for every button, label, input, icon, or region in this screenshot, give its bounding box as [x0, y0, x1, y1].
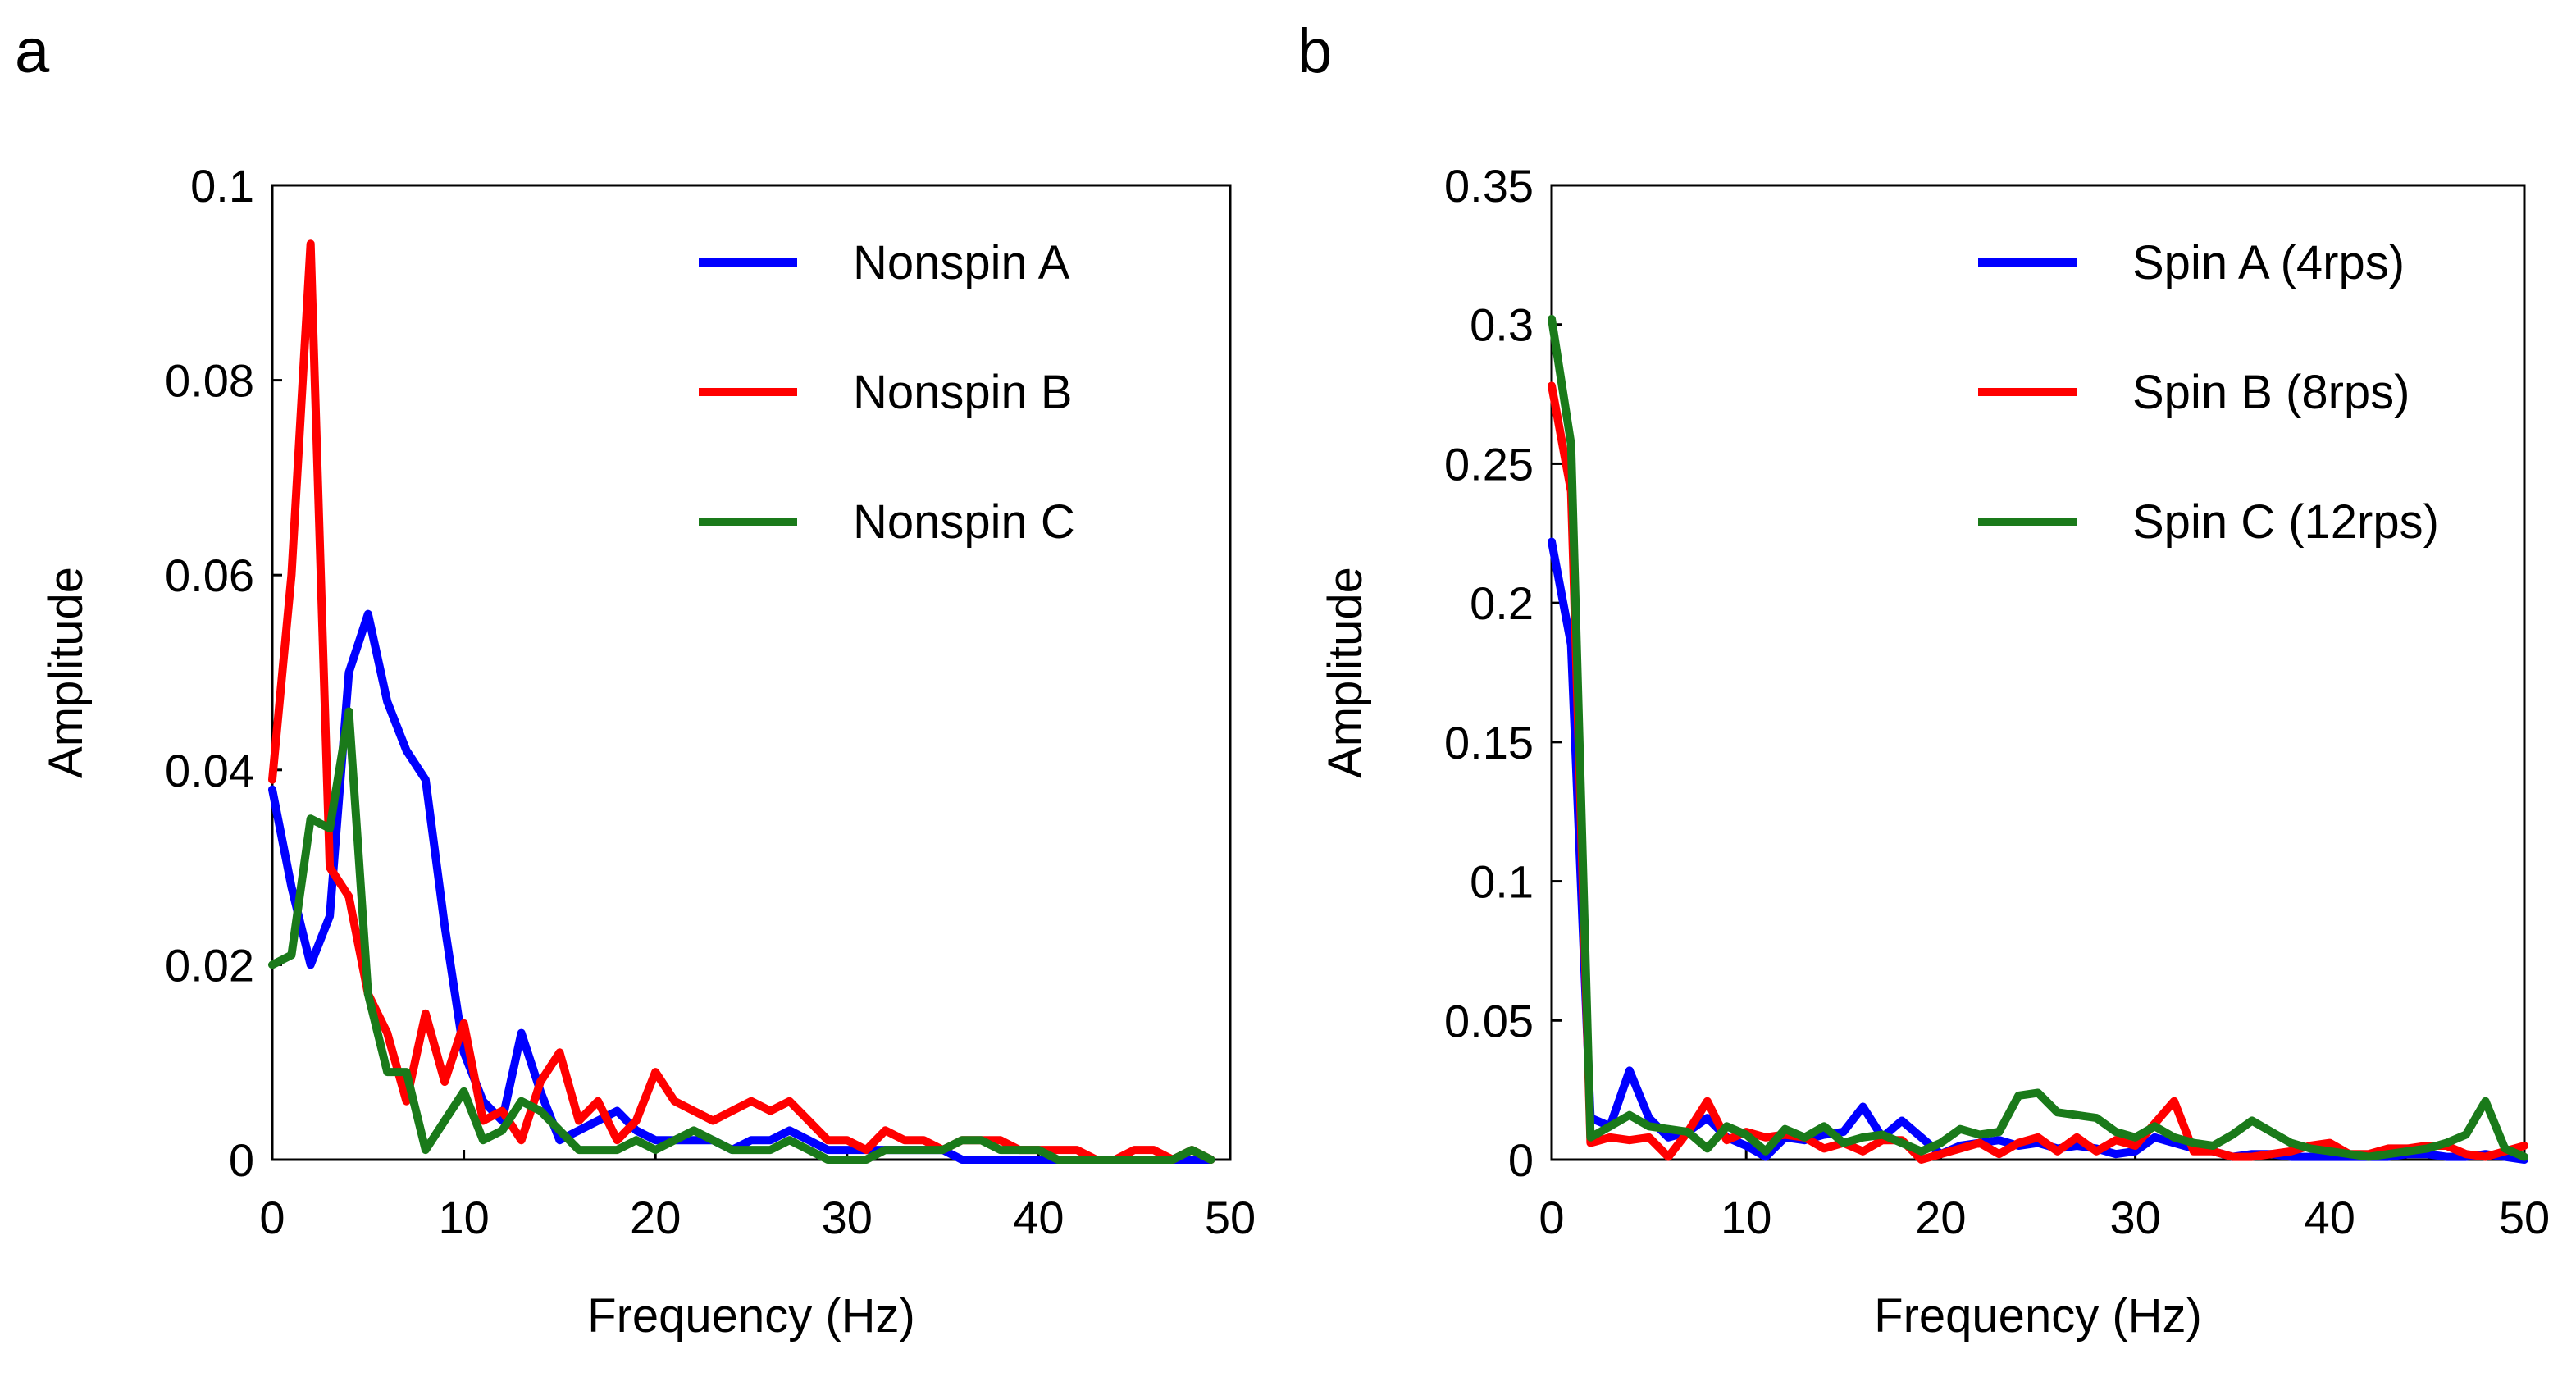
- y-axis-label: Amplitude: [39, 567, 93, 778]
- y-tick-label: 0.3: [1470, 299, 1534, 351]
- x-tick-label: 30: [2109, 1192, 2160, 1243]
- y-tick-label: 0.05: [1444, 995, 1534, 1046]
- x-tick-label: 0: [1539, 1192, 1564, 1243]
- x-tick-label: 10: [438, 1192, 489, 1243]
- x-tick-label: 30: [822, 1192, 873, 1243]
- x-axis-label: Frequency (Hz): [587, 1289, 915, 1343]
- y-tick-label: 0.1: [1470, 856, 1534, 908]
- plot-frame-a: [271, 184, 1232, 1161]
- x-tick-label: 10: [1721, 1192, 1771, 1243]
- legend-label: Nonspin A: [853, 236, 1070, 290]
- series-line-spin-c-12rps: [1548, 314, 2528, 1161]
- series-line-nonspin-b: [268, 239, 1215, 1164]
- legend-label: Spin C (12rps): [2132, 495, 2439, 549]
- y-tick-label: 0.04: [165, 745, 254, 796]
- x-tick-label: 0: [259, 1192, 285, 1243]
- series-line-nonspin-c: [268, 707, 1215, 1164]
- x-tick-label: 40: [2305, 1192, 2355, 1243]
- y-tick-label: 0: [1508, 1134, 1534, 1186]
- panel-letter-a: a: [15, 16, 50, 86]
- x-tick-label: 50: [1205, 1192, 1256, 1243]
- legend-label: Spin B (8rps): [2132, 366, 2410, 419]
- y-tick-label: 0.06: [165, 549, 254, 601]
- y-tick-label: 0.25: [1444, 438, 1534, 490]
- legend-label: Nonspin B: [853, 366, 1073, 419]
- x-axis-label: Frequency (Hz): [1874, 1289, 2202, 1343]
- y-axis-label: Amplitude: [1319, 567, 1372, 778]
- y-tick-label: 0.02: [165, 939, 254, 991]
- y-tick-label: 0.1: [190, 160, 254, 212]
- y-tick-label: 0: [229, 1134, 254, 1186]
- x-tick-label: 50: [2499, 1192, 2550, 1243]
- panel-letter-b: b: [1297, 16, 1332, 86]
- x-tick-label: 20: [1915, 1192, 1966, 1243]
- y-tick-label: 0.2: [1470, 577, 1534, 629]
- series-line-spin-a-4rps: [1548, 537, 2528, 1164]
- y-tick-label: 0.15: [1444, 717, 1534, 768]
- x-tick-label: 40: [1013, 1192, 1064, 1243]
- y-tick-label: 0.35: [1444, 160, 1534, 212]
- legend-label: Nonspin C: [853, 495, 1075, 549]
- x-tick-label: 20: [630, 1192, 681, 1243]
- y-tick-label: 0.08: [165, 355, 254, 407]
- legend-label: Spin A (4rps): [2132, 236, 2405, 290]
- plot-frame-b: [1550, 184, 2526, 1161]
